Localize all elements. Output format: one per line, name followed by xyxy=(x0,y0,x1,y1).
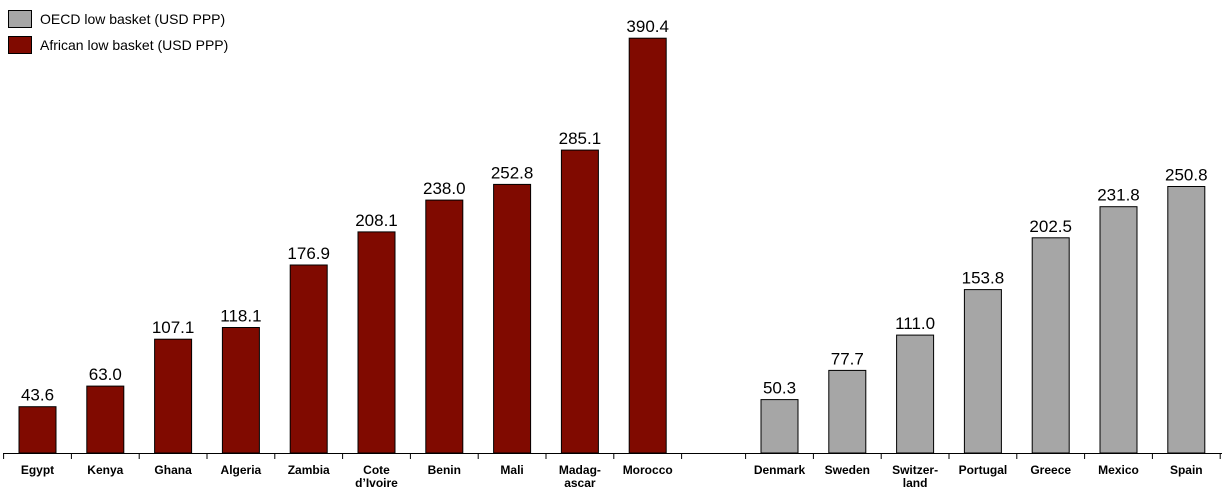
bar-ghana xyxy=(154,338,193,454)
data-label: 50.3 xyxy=(763,379,796,398)
x-tick-label: Mali xyxy=(500,463,523,477)
legend-item-oecd: OECD low basket (USD PPP) xyxy=(8,6,228,32)
bar-mali xyxy=(493,183,532,454)
x-tick-label: Zambia xyxy=(288,463,330,477)
x-tick-label: Sweden xyxy=(825,463,870,477)
data-label: 77.7 xyxy=(831,349,864,368)
bar-benin xyxy=(425,199,464,454)
x-tick-label: Egypt xyxy=(21,463,54,477)
bar-morocco xyxy=(628,37,667,454)
legend-swatch-african xyxy=(8,36,32,54)
x-tick-label: Switzer- xyxy=(892,463,938,477)
bar-algeria xyxy=(221,327,260,454)
x-tick-label: Cote xyxy=(363,463,390,477)
data-label: 107.1 xyxy=(152,318,195,337)
x-tick-label: Madag- xyxy=(559,463,601,477)
data-label: 238.0 xyxy=(423,179,466,198)
x-tick-label: land xyxy=(903,476,928,490)
bar-mexico xyxy=(1099,206,1138,454)
bar-madagascar xyxy=(560,149,599,454)
x-tick-label: Algeria xyxy=(221,463,262,477)
legend: OECD low basket (USD PPP) African low ba… xyxy=(8,6,228,58)
bar-zambia xyxy=(289,264,328,454)
data-label: 390.4 xyxy=(626,17,669,36)
legend-item-african: African low basket (USD PPP) xyxy=(8,32,228,58)
x-tick-label: Benin xyxy=(428,463,461,477)
x-tick-label: Denmark xyxy=(754,463,806,477)
x-tick-label: ascar xyxy=(564,476,596,490)
x-tick-label: Mexico xyxy=(1098,463,1139,477)
data-label: 250.8 xyxy=(1165,166,1208,185)
x-tick-label: Kenya xyxy=(87,463,123,477)
data-label: 285.1 xyxy=(559,129,602,148)
bar-portugal xyxy=(963,289,1002,454)
x-tick-label: Ghana xyxy=(154,463,192,477)
legend-label-oecd: OECD low basket (USD PPP) xyxy=(40,11,226,27)
bar-egypt xyxy=(18,406,57,454)
data-label: 153.8 xyxy=(962,269,1005,288)
x-tick-label: Spain xyxy=(1170,463,1203,477)
data-label: 231.8 xyxy=(1097,186,1140,205)
data-label: 176.9 xyxy=(287,244,330,263)
bar-switzerland xyxy=(896,334,935,454)
bar-kenya xyxy=(86,385,125,454)
data-label: 208.1 xyxy=(355,211,398,230)
data-label: 202.5 xyxy=(1029,217,1072,236)
data-label: 252.8 xyxy=(491,163,534,182)
bar-greece xyxy=(1031,237,1070,454)
legend-label-african: African low basket (USD PPP) xyxy=(40,37,229,53)
data-label: 63.0 xyxy=(89,365,122,384)
x-tick-label: Greece xyxy=(1030,463,1071,477)
data-label: 43.6 xyxy=(21,386,54,405)
data-label: 118.1 xyxy=(220,307,261,326)
bar-cote-d-ivoire xyxy=(357,231,396,454)
x-tick-label: Morocco xyxy=(623,463,673,477)
bar-spain xyxy=(1167,186,1206,454)
bar-sweden xyxy=(828,369,867,454)
x-tick-label: Portugal xyxy=(959,463,1008,477)
x-tick-label: d’Ivoire xyxy=(355,476,398,490)
legend-swatch-oecd xyxy=(8,10,32,28)
data-label: 111.0 xyxy=(895,314,935,333)
bar-denmark xyxy=(760,399,799,454)
